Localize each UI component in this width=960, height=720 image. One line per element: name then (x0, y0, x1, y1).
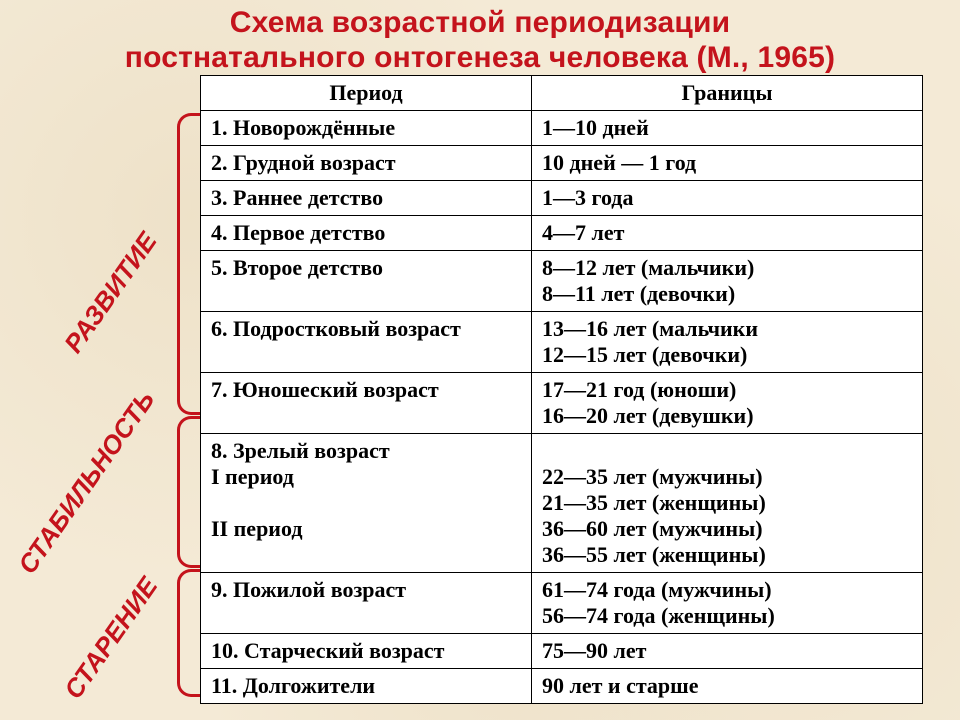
table-row: 7. Юношеский возраст 17—21 год (юноши) 1… (201, 373, 923, 434)
table-row: 11. Долгожители 90 лет и старше (201, 669, 923, 704)
table-row: 9. Пожилой возраст 61—74 года (мужчины) … (201, 573, 923, 634)
cell-range: 1—3 года (532, 181, 923, 216)
brace-aging (177, 569, 200, 697)
label-stability: СТАБИЛЬНОСТЬ (12, 385, 161, 580)
cell-range: 90 лет и старше (532, 669, 923, 704)
cell-range: 17—21 год (юноши) 16—20 лет (девушки) (532, 373, 923, 434)
title-line-2: постнатального онтогенеза человека (М., … (125, 41, 835, 74)
periods-table: Период Границы 1. Новорождённые 1—10 дне… (200, 75, 923, 704)
cell-period: 3. Раннее детство (201, 181, 532, 216)
figure-stage: РАЗВИТИЕ СТАБИЛЬНОСТЬ СТАРЕНИЕ Период Гр… (0, 75, 960, 715)
table-row: 4. Первое детство 4—7 лет (201, 216, 923, 251)
cell-range: 75—90 лет (532, 634, 923, 669)
table-header-row: Период Границы (201, 76, 923, 111)
table-row: 8. Зрелый возраст I период II период 22—… (201, 434, 923, 573)
cell-range: 4—7 лет (532, 216, 923, 251)
cell-period: 5. Второе детство (201, 251, 532, 312)
cell-range: 61—74 года (мужчины) 56—74 года (женщины… (532, 573, 923, 634)
label-aging: СТАРЕНИЕ (58, 572, 164, 705)
cell-period: 6. Подростковый возраст (201, 312, 532, 373)
table-row: 2. Грудной возраст 10 дней — 1 год (201, 146, 923, 181)
cell-range: 13—16 лет (мальчики 12—15 лет (девочки) (532, 312, 923, 373)
cell-range: 22—35 лет (мужчины) 21—35 лет (женщины) … (532, 434, 923, 573)
cell-period: 10. Старческий возраст (201, 634, 532, 669)
col-header-range: Границы (532, 76, 923, 111)
title-line-1: Схема возрастной периодизации (230, 6, 731, 39)
brace-stability (177, 416, 200, 568)
table-row: 6. Подростковый возраст 13—16 лет (мальч… (201, 312, 923, 373)
table-row: 3. Раннее детство 1—3 года (201, 181, 923, 216)
col-header-period: Период (201, 76, 532, 111)
page-title: Схема возрастной периодизации постнаталь… (0, 0, 960, 75)
cell-period: 4. Первое детство (201, 216, 532, 251)
table-row: 1. Новорождённые 1—10 дней (201, 111, 923, 146)
cell-period: 11. Долгожители (201, 669, 532, 704)
cell-period: 2. Грудной возраст (201, 146, 532, 181)
brace-development (177, 113, 200, 415)
cell-range: 1—10 дней (532, 111, 923, 146)
label-development: РАЗВИТИЕ (58, 227, 163, 359)
cell-period: 1. Новорождённые (201, 111, 532, 146)
table-row: 5. Второе детство 8—12 лет (мальчики) 8—… (201, 251, 923, 312)
cell-period: 7. Юношеский возраст (201, 373, 532, 434)
table-row: 10. Старческий возраст 75—90 лет (201, 634, 923, 669)
cell-period: 8. Зрелый возраст I период II период (201, 434, 532, 573)
cell-range: 8—12 лет (мальчики) 8—11 лет (девочки) (532, 251, 923, 312)
cell-range: 10 дней — 1 год (532, 146, 923, 181)
cell-period: 9. Пожилой возраст (201, 573, 532, 634)
